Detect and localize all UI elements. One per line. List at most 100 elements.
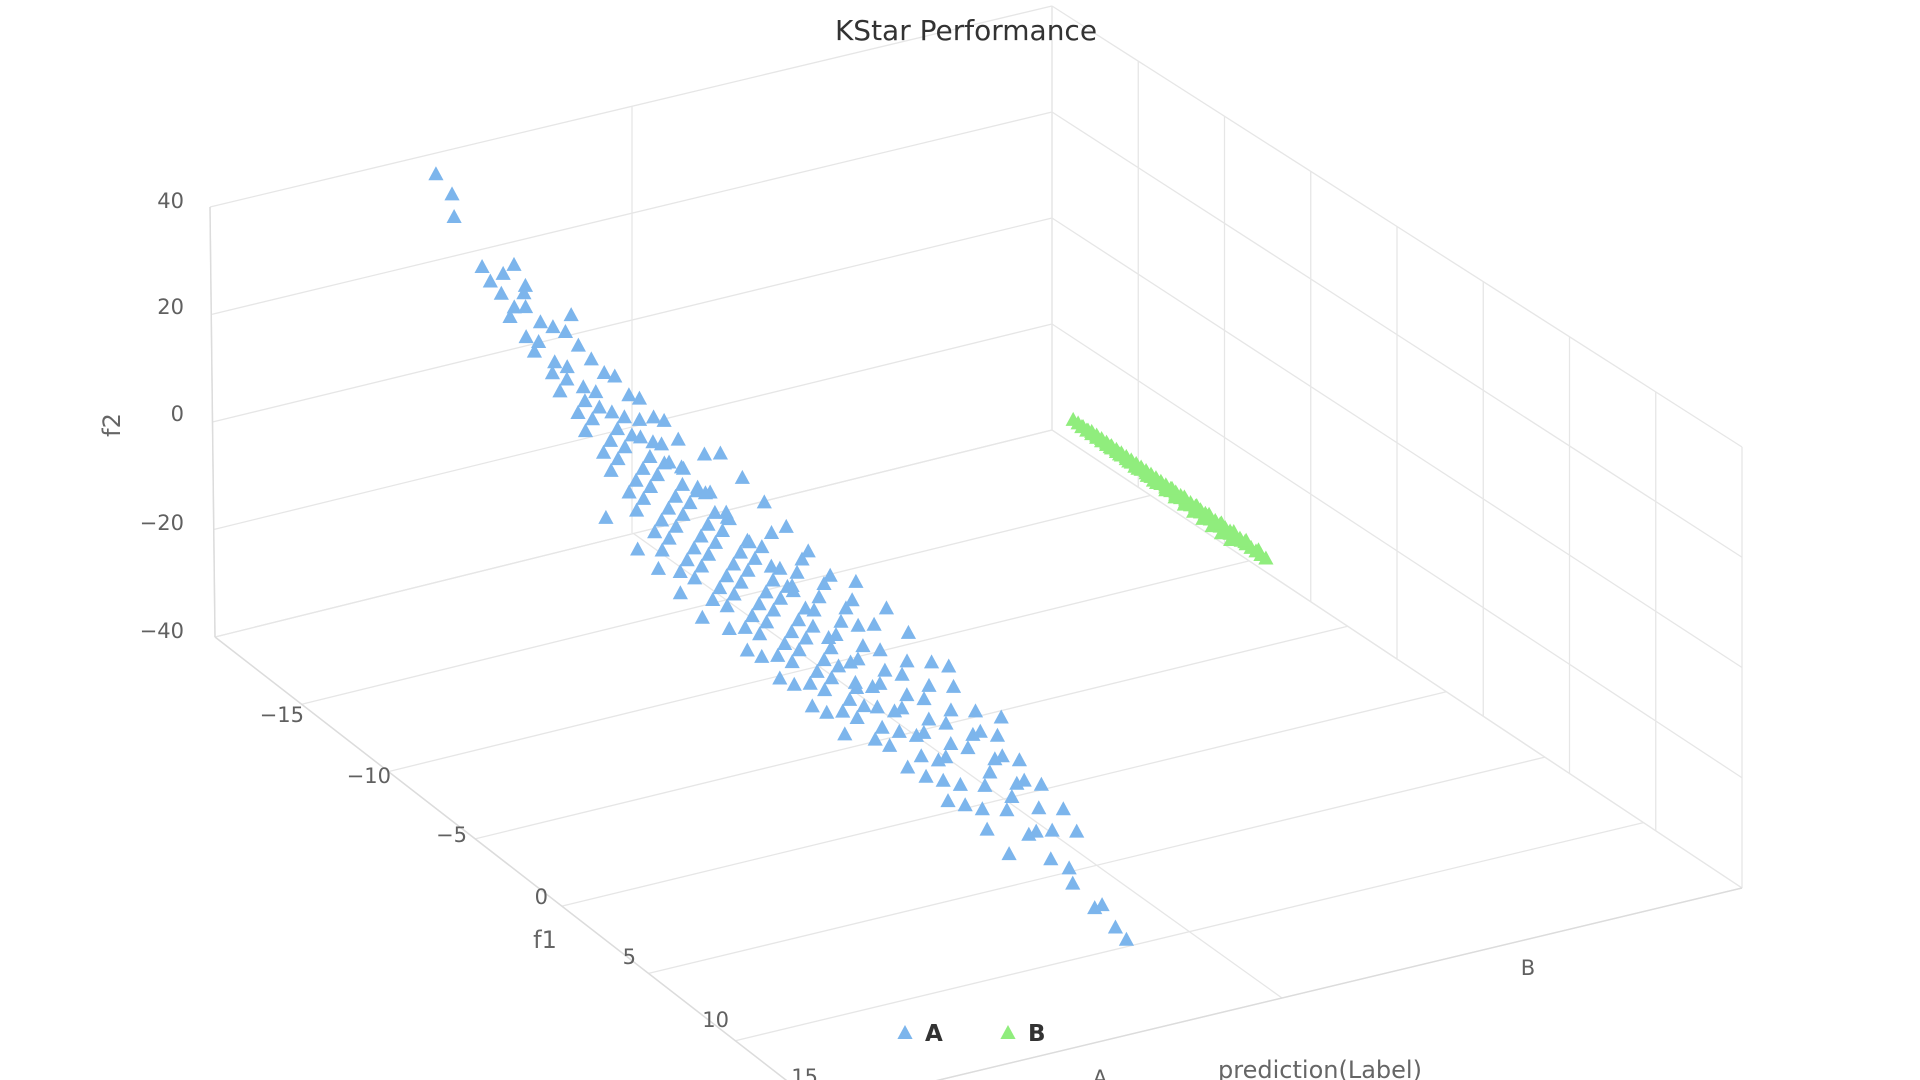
data-point-a[interactable] — [816, 652, 832, 667]
data-point-a[interactable] — [822, 567, 838, 582]
data-point-a[interactable] — [894, 666, 910, 681]
data-point-a[interactable] — [751, 596, 767, 611]
data-point-a[interactable] — [517, 277, 534, 292]
data-point-a[interactable] — [654, 512, 670, 527]
data-point-a[interactable] — [784, 654, 800, 669]
data-point-a[interactable] — [617, 439, 633, 454]
data-point-a[interactable] — [979, 821, 995, 836]
data-point-a[interactable] — [602, 432, 619, 447]
data-point-a[interactable] — [444, 186, 460, 201]
data-point-a[interactable] — [741, 534, 757, 549]
data-point-a[interactable] — [765, 602, 782, 617]
data-point-a[interactable] — [732, 544, 749, 559]
data-point-a[interactable] — [842, 654, 859, 669]
data-point-a[interactable] — [800, 543, 816, 558]
data-point-a[interactable] — [679, 552, 695, 567]
data-point-a[interactable] — [972, 723, 988, 738]
data-point-a[interactable] — [993, 709, 1009, 724]
data-point-a[interactable] — [557, 324, 574, 339]
data-point-b[interactable] — [1213, 515, 1230, 530]
data-point-a[interactable] — [943, 736, 959, 751]
data-point-a[interactable] — [570, 405, 586, 419]
data-point-a[interactable] — [804, 698, 820, 713]
data-point-a[interactable] — [777, 635, 793, 650]
data-point-a[interactable] — [754, 539, 770, 554]
data-point-a[interactable] — [882, 737, 898, 752]
data-point-a[interactable] — [772, 670, 788, 685]
data-point-a[interactable] — [642, 479, 659, 493]
data-point-a[interactable] — [547, 354, 563, 369]
data-point-a[interactable] — [584, 411, 601, 426]
data-point-a[interactable] — [570, 337, 586, 352]
data-point-a[interactable] — [886, 703, 903, 718]
data-point-a[interactable] — [960, 740, 976, 755]
data-point-a[interactable] — [656, 412, 672, 427]
data-point-a[interactable] — [918, 768, 934, 783]
data-point-a[interactable] — [806, 602, 822, 617]
data-point-a[interactable] — [635, 460, 651, 475]
data-point-a[interactable] — [518, 329, 534, 344]
data-point-a[interactable] — [809, 663, 825, 678]
data-point-a[interactable] — [798, 630, 814, 645]
data-point-a[interactable] — [616, 409, 632, 424]
data-point-a[interactable] — [878, 600, 895, 615]
data-point-a[interactable] — [913, 748, 929, 763]
data-point-a[interactable] — [945, 678, 962, 693]
data-point-a[interactable] — [696, 446, 713, 461]
data-point-a[interactable] — [526, 343, 542, 358]
data-point-a[interactable] — [759, 614, 775, 629]
data-point-a[interactable] — [783, 624, 800, 639]
data-point-a[interactable] — [532, 314, 549, 329]
data-point-a[interactable] — [610, 451, 626, 466]
data-point-a[interactable] — [891, 723, 907, 738]
data-point-a[interactable] — [921, 711, 937, 726]
legend-item-b[interactable]: B — [1000, 1021, 1046, 1047]
data-point-a[interactable] — [938, 715, 954, 730]
data-point-a[interactable] — [609, 421, 626, 436]
data-point-a[interactable] — [517, 299, 534, 314]
data-point-a[interactable] — [660, 500, 677, 515]
data-point-a[interactable] — [621, 387, 637, 402]
data-point-a[interactable] — [758, 584, 774, 599]
data-point-a[interactable] — [700, 546, 717, 561]
data-point-a[interactable] — [786, 676, 802, 691]
data-point-a[interactable] — [721, 620, 737, 635]
data-point-a[interactable] — [689, 483, 705, 498]
data-point-a[interactable] — [629, 502, 645, 517]
data-point-a[interactable] — [712, 580, 728, 595]
data-point-a[interactable] — [790, 612, 807, 627]
data-point-a[interactable] — [707, 504, 723, 519]
data-point-a[interactable] — [502, 308, 518, 323]
data-point-a[interactable] — [900, 759, 916, 774]
data-point-a[interactable] — [872, 642, 888, 657]
data-point-a[interactable] — [778, 518, 794, 533]
data-point-a[interactable] — [672, 564, 688, 579]
data-point-a[interactable] — [833, 613, 849, 628]
data-point-a[interactable] — [563, 307, 579, 322]
data-point-a[interactable] — [737, 619, 753, 634]
data-point-a[interactable] — [656, 455, 672, 470]
data-point-a[interactable] — [719, 509, 736, 524]
data-point-a[interactable] — [754, 648, 770, 663]
data-point-a[interactable] — [821, 630, 837, 645]
data-point-a[interactable] — [844, 592, 860, 607]
data-point-a[interactable] — [714, 523, 731, 538]
data-point-b[interactable] — [1102, 439, 1118, 454]
data-point-a[interactable] — [838, 600, 854, 615]
data-point-a[interactable] — [899, 653, 915, 668]
data-point-a[interactable] — [705, 591, 721, 606]
data-point-a[interactable] — [797, 600, 814, 615]
data-point-a[interactable] — [697, 485, 714, 500]
data-point-a[interactable] — [719, 598, 735, 613]
data-point-a[interactable] — [856, 698, 872, 713]
data-point-a[interactable] — [642, 449, 658, 464]
data-point-a[interactable] — [559, 359, 575, 374]
data-point-a[interactable] — [583, 351, 599, 366]
data-point-a[interactable] — [552, 383, 568, 398]
data-point-a[interactable] — [1069, 823, 1085, 838]
data-point-a[interactable] — [1065, 875, 1081, 890]
data-point-a[interactable] — [726, 586, 742, 601]
data-point-a[interactable] — [977, 777, 993, 792]
data-point-a[interactable] — [635, 490, 652, 505]
data-point-a[interactable] — [630, 541, 646, 556]
